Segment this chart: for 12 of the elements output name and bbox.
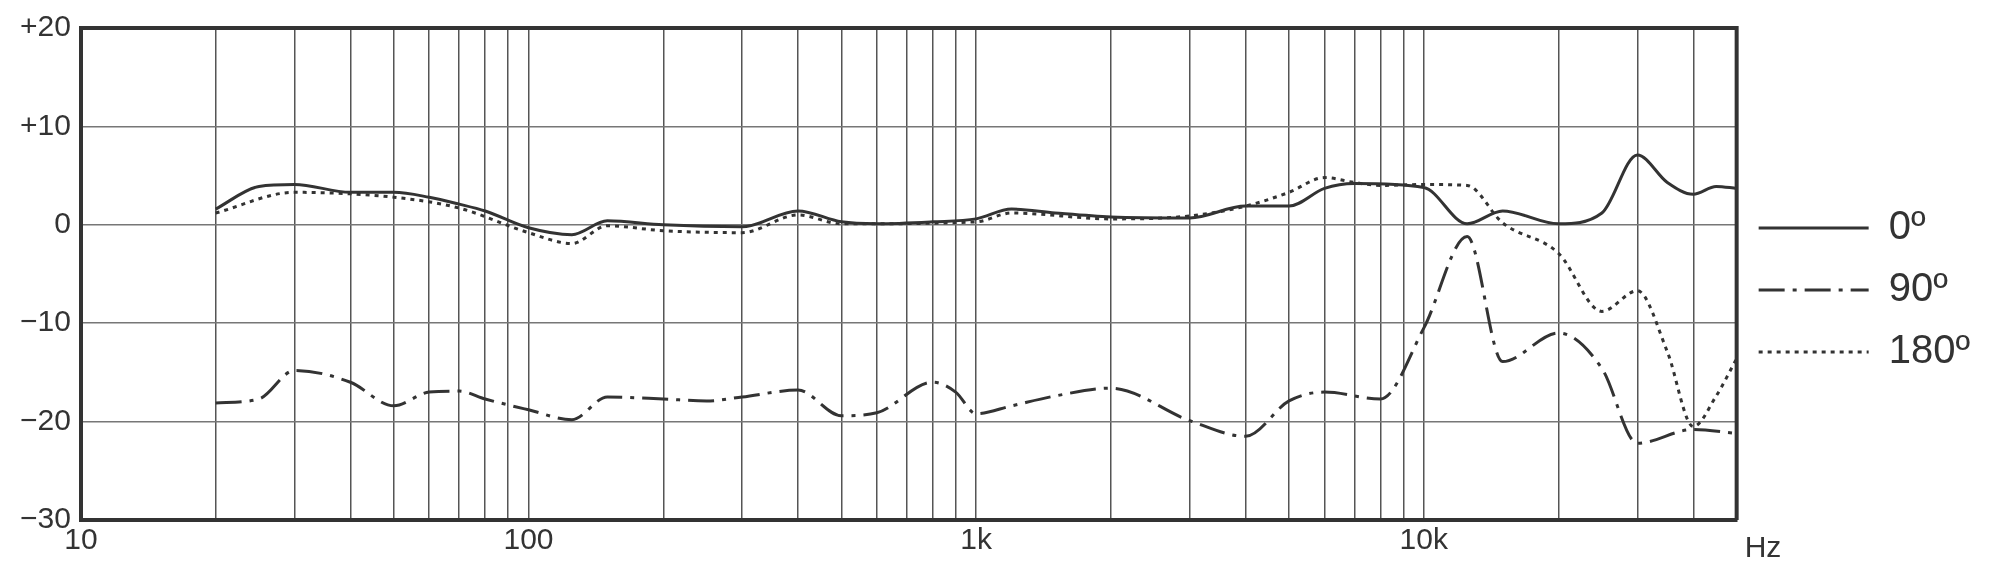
legend-label: 0º — [1888, 203, 1926, 248]
legend-label: 180º — [1888, 327, 1971, 372]
y-tick-label: +10 — [20, 107, 71, 141]
x-tick-label: 100 — [503, 522, 554, 556]
y-tick-label: +20 — [20, 9, 71, 43]
x-tick-label: 1k — [960, 522, 993, 556]
y-tick-label: −10 — [20, 304, 71, 338]
y-tick-label: −20 — [20, 402, 71, 436]
x-axis-title: Hz — [1744, 530, 1782, 564]
y-tick-label: 0 — [54, 206, 71, 240]
x-tick-label: 10k — [1399, 522, 1449, 556]
legend-label: 90º — [1888, 265, 1949, 310]
